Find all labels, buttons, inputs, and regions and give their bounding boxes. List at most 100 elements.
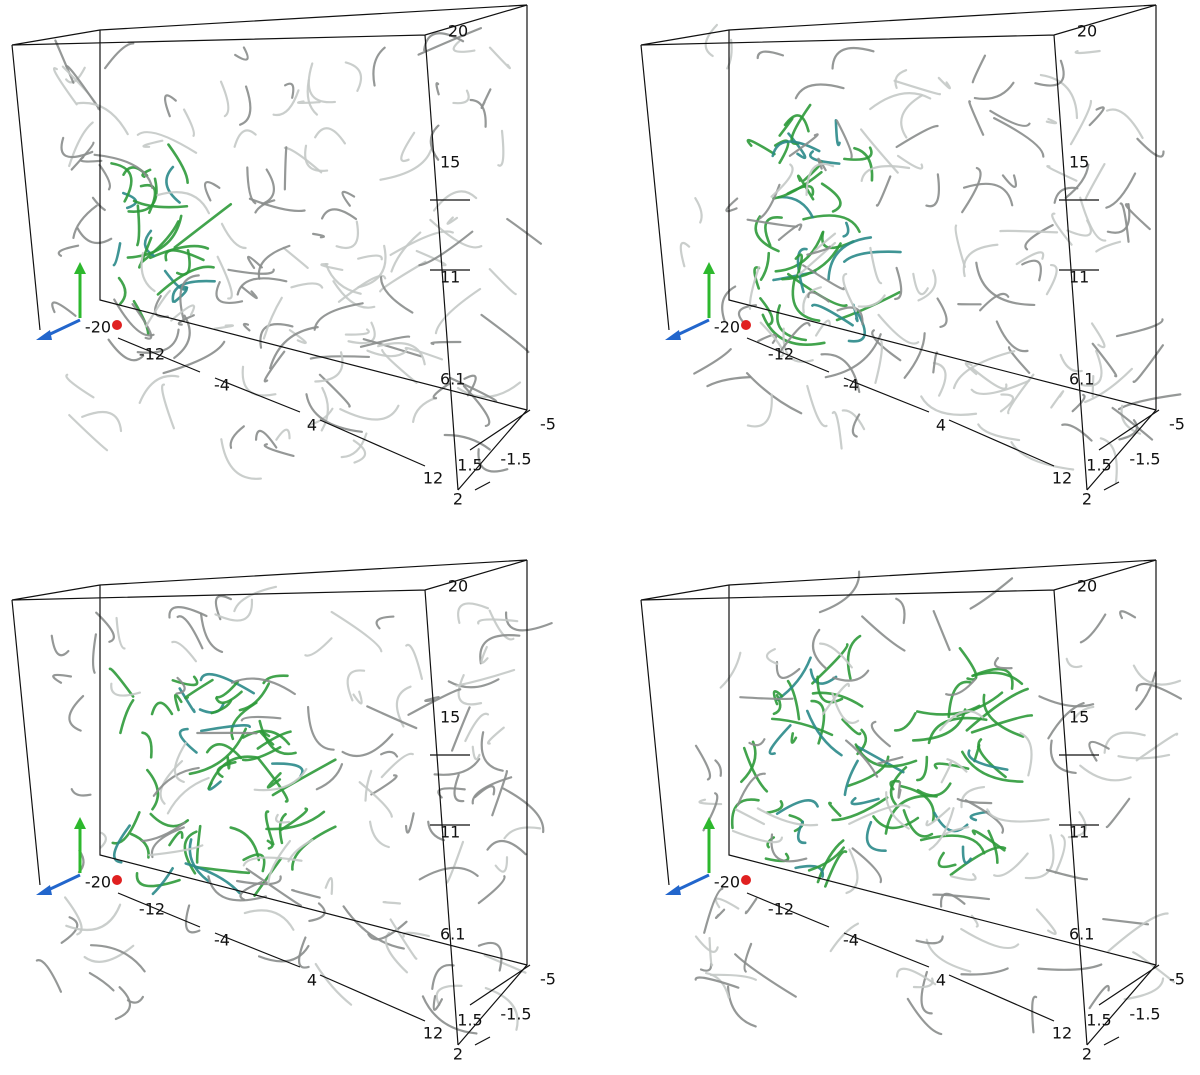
streamline (480, 731, 504, 772)
streamline (257, 244, 291, 280)
panel: 20 15 11 6.1 -20 -12 -4 4 12 1.5 2 -1.5 -5 (11, 4, 556, 509)
streamline (161, 383, 176, 430)
streamline (314, 127, 346, 145)
streamline (1124, 203, 1151, 231)
streamline (214, 598, 254, 622)
streamline (903, 332, 926, 379)
streamline (83, 944, 135, 963)
tick-label: 1.5 (457, 456, 482, 475)
tick-label: -20 (714, 873, 740, 892)
streamline (917, 269, 937, 302)
streamline (1090, 322, 1106, 349)
streamline (786, 272, 848, 308)
tick-label: -20 (714, 318, 740, 337)
streamline (714, 908, 726, 920)
streamline (379, 260, 427, 293)
streamline (430, 340, 462, 346)
tick-label: 4 (307, 971, 317, 990)
streamline (184, 678, 214, 700)
streamline (146, 768, 160, 811)
streamline (937, 851, 957, 869)
axis-z-arrow (674, 318, 710, 338)
streamline (900, 784, 936, 823)
streamline (275, 813, 291, 824)
axis-x-marker (112, 875, 122, 885)
streamline (946, 758, 968, 773)
streamline (483, 954, 527, 974)
streamline (432, 994, 444, 1011)
streamline (179, 274, 200, 322)
streamline (91, 196, 106, 212)
streamline (845, 739, 879, 778)
streamline (91, 633, 97, 674)
streamline (828, 801, 842, 818)
streamline (706, 376, 752, 388)
streamline (367, 920, 408, 941)
axis-z-head (665, 885, 681, 895)
streamline (199, 612, 224, 654)
streamline (246, 255, 263, 270)
panel: 20 15 11 6.1 -20 -12 -4 4 12 1.5 2 -1.5 -5 (640, 559, 1185, 1064)
tick-label: 6.1 (440, 925, 465, 944)
streamline (457, 674, 483, 706)
streamline (283, 146, 323, 174)
streamline (315, 763, 344, 791)
streamline (433, 757, 481, 776)
tick-label: -4 (843, 931, 859, 950)
streamline (1034, 59, 1065, 87)
streamline (895, 124, 939, 149)
tick-label: 11 (440, 268, 460, 287)
streamline (975, 261, 1036, 307)
streamline (1079, 196, 1107, 242)
streamline (256, 756, 289, 803)
streamline (709, 973, 757, 981)
streamline (183, 830, 198, 875)
streamline (734, 808, 766, 826)
streamline (98, 163, 112, 191)
streamline (140, 821, 186, 843)
streamline (284, 82, 295, 99)
streamline (872, 815, 920, 830)
streamline (714, 897, 740, 910)
streamline (242, 856, 303, 867)
streamline (694, 935, 719, 953)
streamline (1010, 441, 1075, 471)
streamline (258, 719, 297, 756)
streamline (291, 825, 337, 871)
streamline (776, 304, 808, 342)
streamline (816, 839, 845, 884)
streamline (278, 812, 287, 845)
streamline (821, 682, 850, 716)
streamline (1024, 834, 1055, 880)
streamline (1091, 342, 1118, 378)
streamline (462, 384, 491, 428)
streamline (1119, 610, 1137, 620)
tick-label: 15 (1069, 708, 1089, 727)
streamline (859, 128, 899, 174)
streamline (876, 756, 904, 765)
streamline (836, 306, 864, 326)
streamline (932, 610, 951, 652)
streamline (1039, 73, 1079, 120)
streamline (771, 140, 821, 158)
streamline (1045, 117, 1058, 125)
streamline (263, 350, 286, 383)
streamline (114, 986, 131, 1021)
streamline (778, 117, 794, 137)
streamline (220, 438, 262, 480)
tick-label: -1.5 (1129, 1005, 1160, 1024)
streamline (70, 141, 95, 171)
streamline (759, 321, 785, 358)
streamline (699, 962, 713, 972)
streamline (170, 304, 196, 322)
axis-y-head (74, 817, 86, 829)
streamline (846, 634, 862, 680)
streamline (807, 846, 845, 872)
streamline (865, 820, 887, 852)
streamline (694, 976, 740, 989)
streamline (488, 609, 515, 641)
bounding-box (640, 559, 1157, 1046)
streamline (1105, 172, 1137, 209)
streamline (1083, 367, 1133, 404)
streamline (93, 153, 154, 190)
